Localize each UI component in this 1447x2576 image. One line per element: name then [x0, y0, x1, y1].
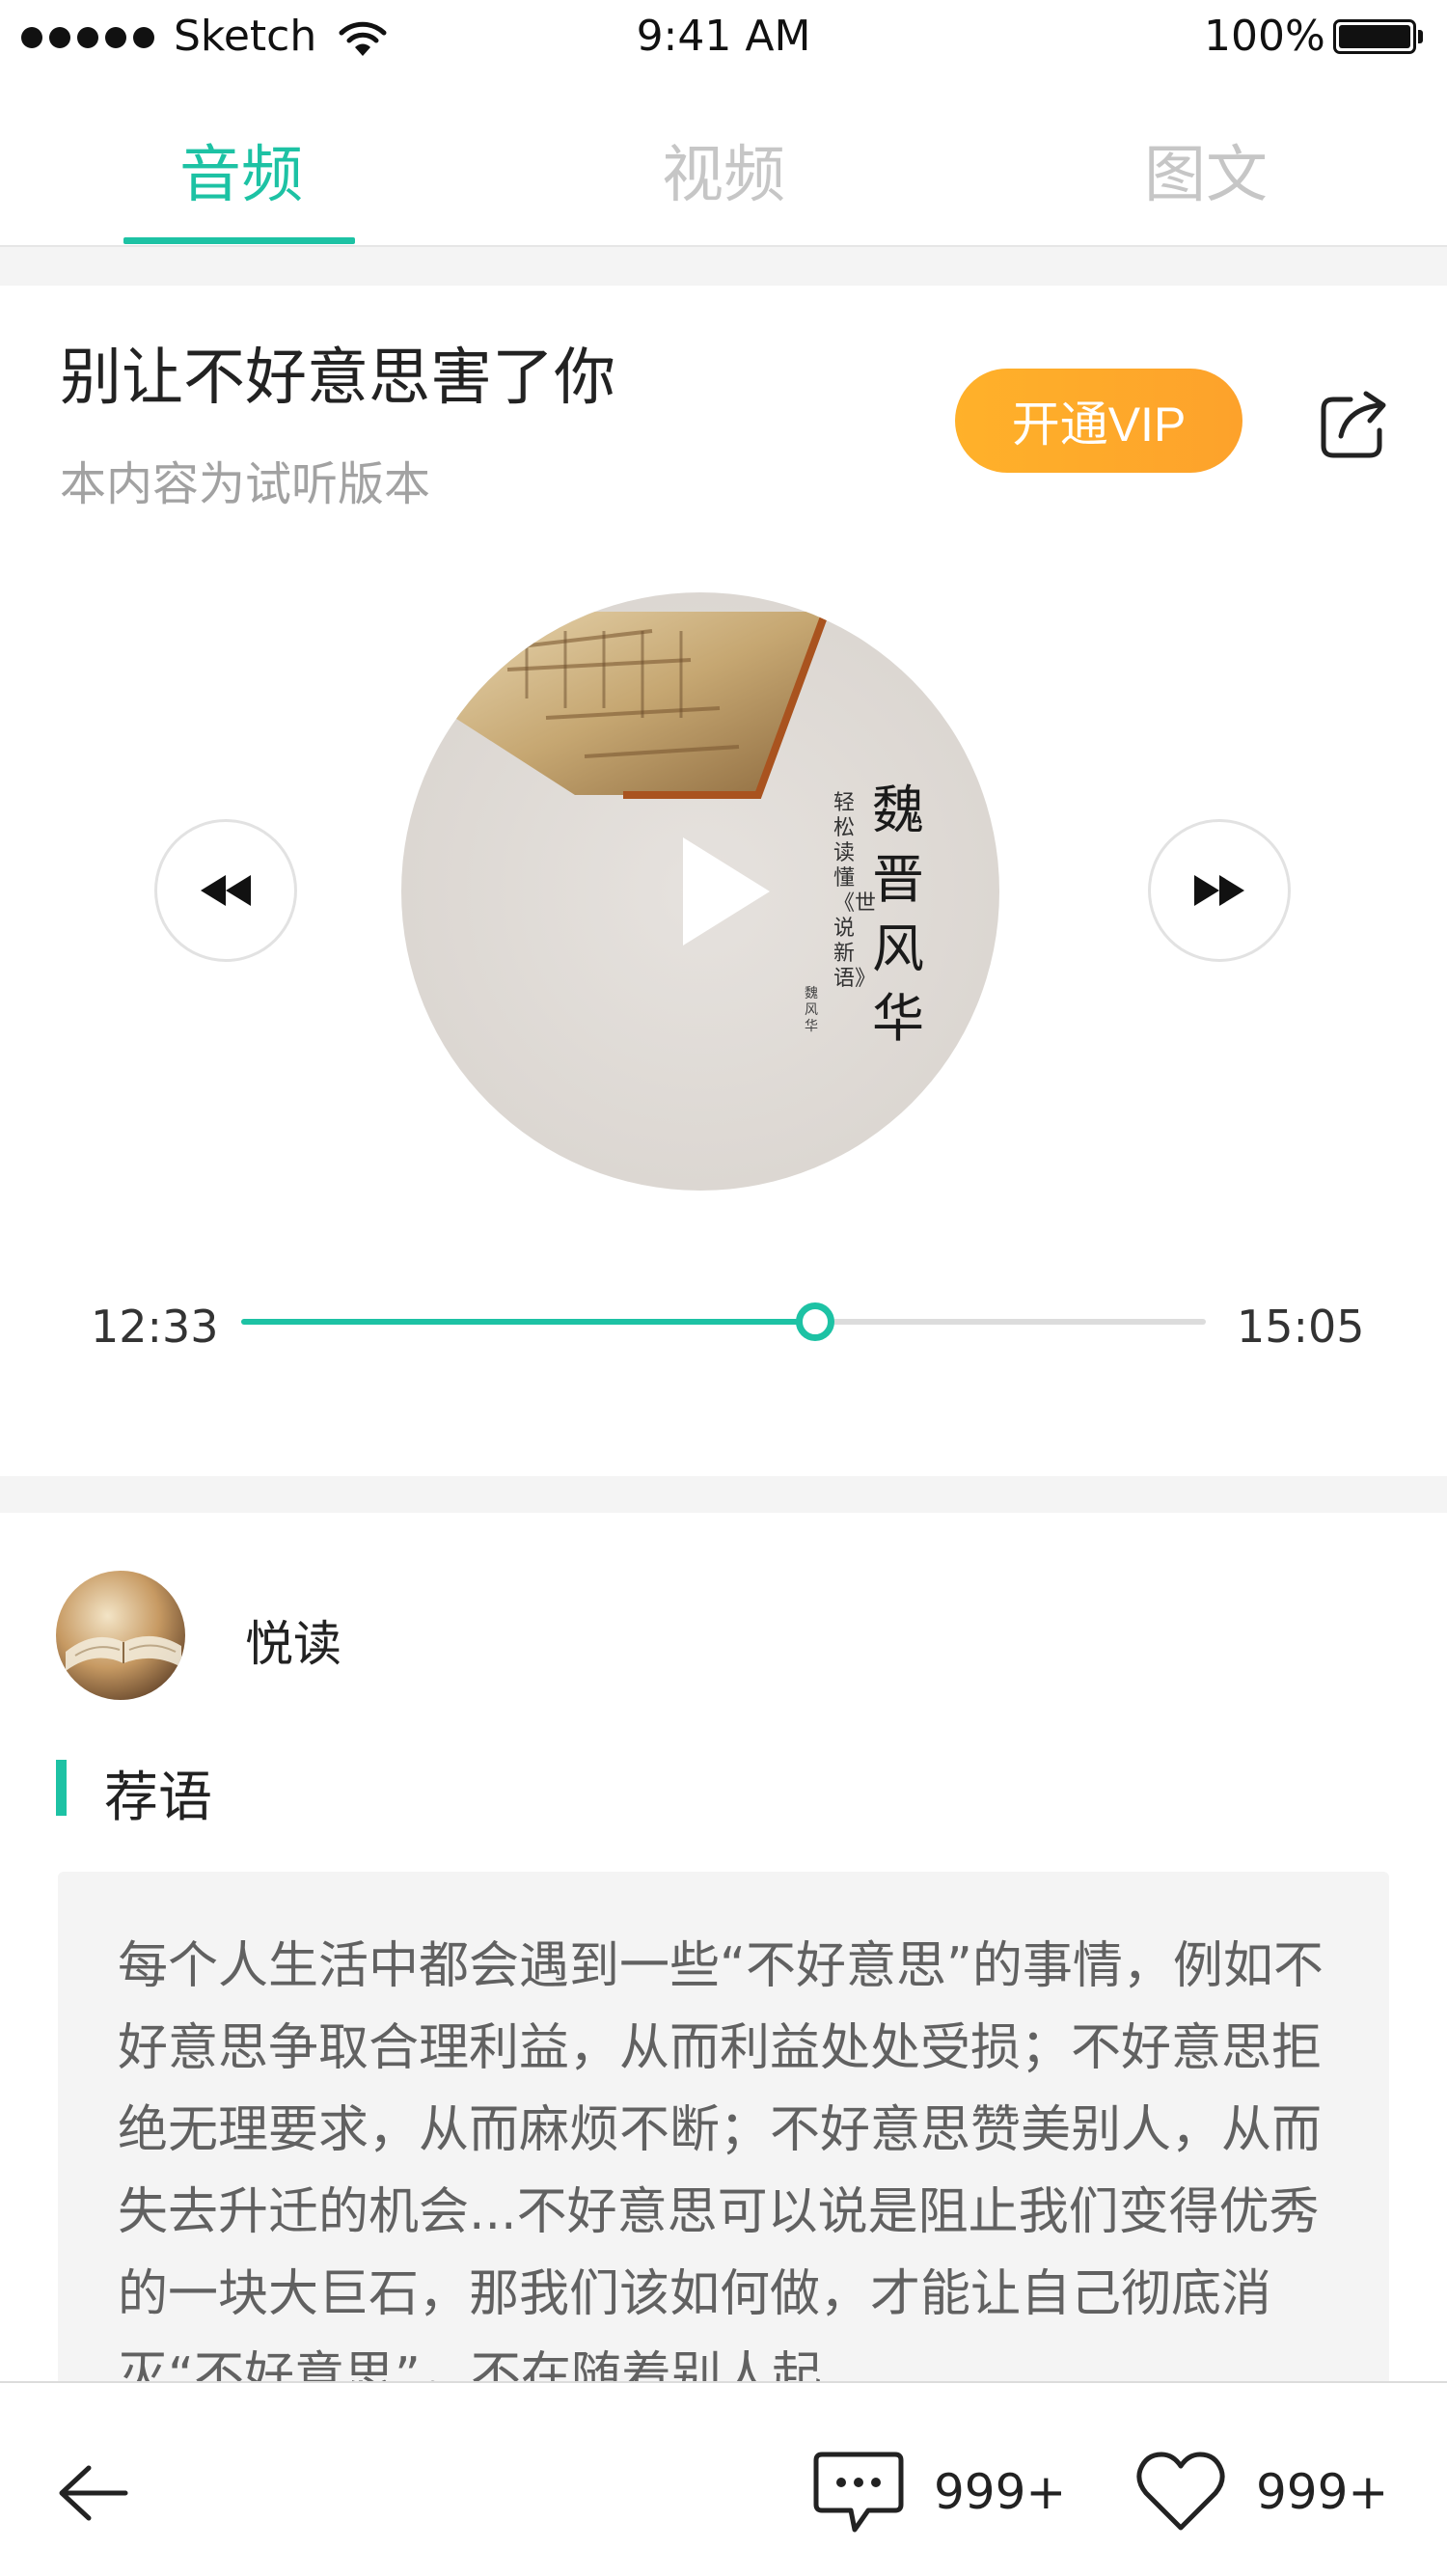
signal-icon — [21, 27, 154, 48]
progress-fill — [241, 1319, 815, 1325]
content-subtitle: 本内容为试听版本 — [60, 457, 431, 511]
battery-percent: 100% — [1204, 12, 1325, 61]
heart-icon[interactable] — [1134, 2449, 1227, 2534]
recommendation-text: 每个人生活中都会遇到一些“不好意思”的事情，例如不好意思争取合理利益，从而利益处… — [118, 1937, 1324, 2393]
cover-title: 魏晋风华 — [872, 780, 924, 1049]
tab-video[interactable]: 视频 — [662, 140, 785, 211]
recommendation-heading: 荐语 — [104, 1767, 212, 1829]
open-vip-button[interactable]: 开通VIP — [955, 369, 1242, 473]
cover-artwork — [440, 610, 830, 799]
play-icon[interactable] — [677, 832, 774, 951]
bottom-toolbar: 999+ 999+ — [0, 2381, 1447, 2576]
carrier-name: Sketch — [174, 12, 317, 61]
book-icon — [66, 1635, 181, 1671]
rewind-icon — [201, 875, 251, 906]
share-icon[interactable] — [1316, 386, 1393, 463]
battery-cap — [1418, 30, 1423, 43]
author-avatar[interactable] — [56, 1571, 185, 1700]
fast-forward-icon — [1194, 875, 1244, 906]
fast-forward-button[interactable] — [1148, 819, 1291, 962]
tab-article[interactable]: 图文 — [1144, 140, 1268, 211]
rewind-button[interactable] — [154, 819, 297, 962]
comment-count: 999+ — [934, 2464, 1067, 2520]
tab-audio[interactable]: 音频 — [179, 140, 303, 211]
comment-icon[interactable] — [812, 2449, 905, 2535]
total-time: 15:05 — [1237, 1301, 1365, 1353]
back-arrow-icon[interactable] — [56, 2462, 129, 2524]
cover-author: 魏风华 — [805, 986, 818, 1034]
battery-icon — [1333, 19, 1416, 54]
cover-subtitle: 轻松读懂《世说新语》 — [833, 791, 877, 991]
heading-accent-bar — [56, 1760, 67, 1816]
tab-bar: 音频 视频 图文 — [0, 96, 1447, 247]
active-tab-indicator — [123, 237, 355, 244]
status-bar: Sketch 9:41 AM 100% — [0, 0, 1447, 81]
content-title: 别让不好意思害了你 — [60, 343, 615, 414]
progress-thumb[interactable] — [796, 1302, 834, 1341]
like-count: 999+ — [1256, 2464, 1389, 2520]
author-name[interactable]: 悦读 — [245, 1616, 341, 1672]
status-time: 9:41 AM — [636, 12, 811, 61]
section-divider — [0, 1476, 1447, 1513]
recommendation-box: 每个人生活中都会遇到一些“不好意思”的事情，例如不好意思争取合理利益，从而利益处… — [58, 1872, 1389, 2393]
current-time: 12:33 — [91, 1301, 219, 1353]
wifi-icon — [339, 21, 387, 56]
section-divider — [0, 247, 1447, 286]
